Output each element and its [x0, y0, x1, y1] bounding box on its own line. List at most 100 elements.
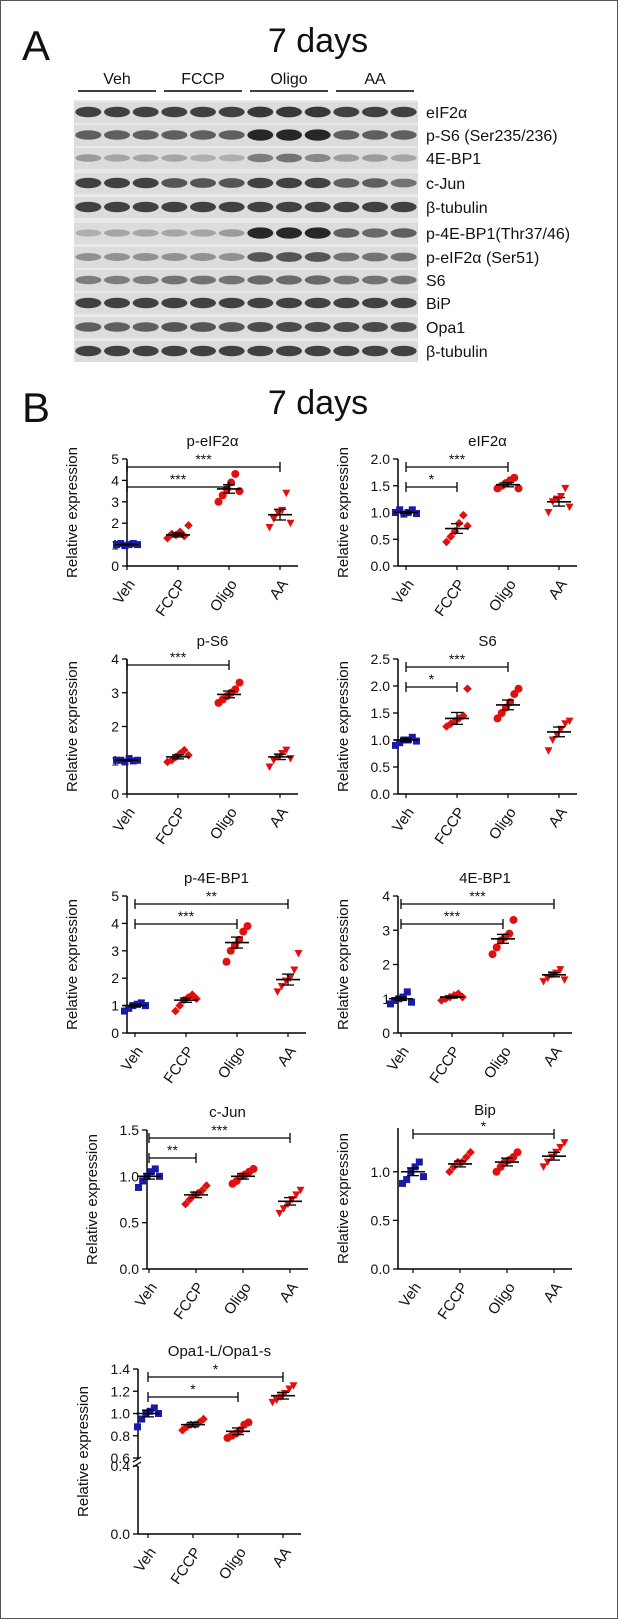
data-point [445, 1167, 454, 1177]
blot-row-label: eIF2α [426, 105, 467, 122]
data-point [488, 950, 497, 959]
y-tick-label: 4 [111, 651, 119, 667]
data-point [415, 1158, 423, 1166]
blot-band [104, 253, 130, 261]
blot-band [104, 154, 130, 162]
blot-band [247, 129, 274, 141]
blot-band [75, 345, 102, 357]
blot-band [104, 177, 130, 189]
blot-strip [74, 102, 418, 123]
data-point [296, 1186, 305, 1195]
y-tick-label: 4 [111, 472, 119, 488]
y-tick-label: 2 [382, 957, 390, 973]
data-point [557, 492, 566, 501]
blot-band [104, 106, 130, 118]
chart-title: p-eIF2α [186, 433, 238, 450]
data-point [463, 521, 472, 531]
blot-band [132, 229, 159, 237]
blot-row-label: β-tubulin [426, 200, 488, 217]
blot-band [190, 345, 216, 357]
blot-band [218, 297, 245, 309]
blot-group-label: FCCP [181, 71, 225, 88]
significance-label: * [429, 671, 435, 687]
data-point [509, 915, 518, 924]
significance-label: *** [469, 888, 486, 904]
data-point [243, 922, 252, 931]
panel-a-title: 7 days [268, 22, 368, 60]
blot-band [75, 322, 102, 332]
blot-band [304, 227, 331, 239]
panel-a-letter: A [22, 22, 50, 69]
blot-group-label: Veh [103, 71, 131, 88]
chart-title: Bip [474, 1102, 496, 1119]
data-point [420, 1173, 427, 1181]
y-tick-label: 2.0 [371, 678, 391, 694]
data-point [117, 540, 125, 548]
data-point [539, 1163, 548, 1171]
data-point [227, 478, 236, 487]
blot-strip [74, 270, 418, 291]
blot-band [390, 275, 417, 285]
blot-band [276, 129, 302, 141]
significance-label: * [429, 471, 435, 487]
data-point [411, 1163, 419, 1171]
significance-label: *** [449, 451, 466, 467]
blot-band [390, 130, 417, 140]
y-tick-label: 3 [111, 943, 119, 959]
y-tick-label: 2 [111, 970, 119, 986]
data-point [192, 994, 201, 1004]
blot-band [190, 130, 216, 140]
data-point [413, 510, 420, 518]
data-point [514, 684, 523, 693]
blot-band [190, 229, 216, 237]
y-tick-label: 2.5 [371, 651, 391, 667]
blot-strip [74, 125, 418, 146]
data-point [294, 950, 303, 958]
blot-band [218, 106, 245, 118]
blot-band [218, 253, 245, 261]
y-tick-label: 3 [111, 494, 119, 510]
blot-band [104, 322, 130, 332]
blot-row-label: Opa1 [426, 320, 465, 337]
blot-band [161, 297, 188, 309]
y-tick-label: 0.6 [111, 1450, 131, 1466]
data-point [282, 489, 291, 498]
blot-band [276, 252, 302, 262]
blot-band [247, 275, 274, 285]
data-point [121, 758, 129, 766]
y-tick-label: 4 [382, 888, 390, 904]
blot-band [161, 275, 188, 285]
axis-break-mark [132, 1456, 142, 1463]
data-point [175, 527, 185, 537]
blot-row-label: p-eIF2α (Ser51) [426, 250, 539, 267]
data-point [167, 755, 176, 765]
western-blot: eIF2α p-S6 (Ser235/236) 4E-BP1 c-Jun β-tubul… [74, 100, 570, 362]
data-point [392, 741, 399, 749]
blot-band [276, 321, 302, 333]
blot-band [304, 321, 331, 333]
blot-band [247, 177, 274, 189]
y-tick-label: 1.2 [111, 1383, 131, 1399]
y-tick-label: 3 [382, 922, 390, 938]
blot-band [247, 321, 274, 333]
y-tick-label: 5 [111, 888, 119, 904]
data-point [556, 1143, 565, 1152]
blot-strip [74, 197, 418, 218]
blot-row-label: c-Jun [426, 176, 465, 193]
significance-label: *** [170, 649, 187, 665]
y-axis-label: Relative expression [64, 661, 81, 792]
blot-band [218, 178, 245, 188]
y-tick-label: 0.8 [111, 1428, 131, 1444]
data-point [565, 503, 574, 512]
chart-title: c-Jun [209, 1104, 246, 1121]
data-point [290, 966, 299, 974]
blot-band [333, 154, 360, 162]
blot-band [362, 106, 388, 118]
data-point [151, 1165, 159, 1173]
significance-label: * [481, 1118, 487, 1134]
blot-band [132, 345, 159, 357]
blot-band [276, 153, 302, 163]
data-point [408, 506, 416, 514]
blot-band [390, 106, 417, 118]
